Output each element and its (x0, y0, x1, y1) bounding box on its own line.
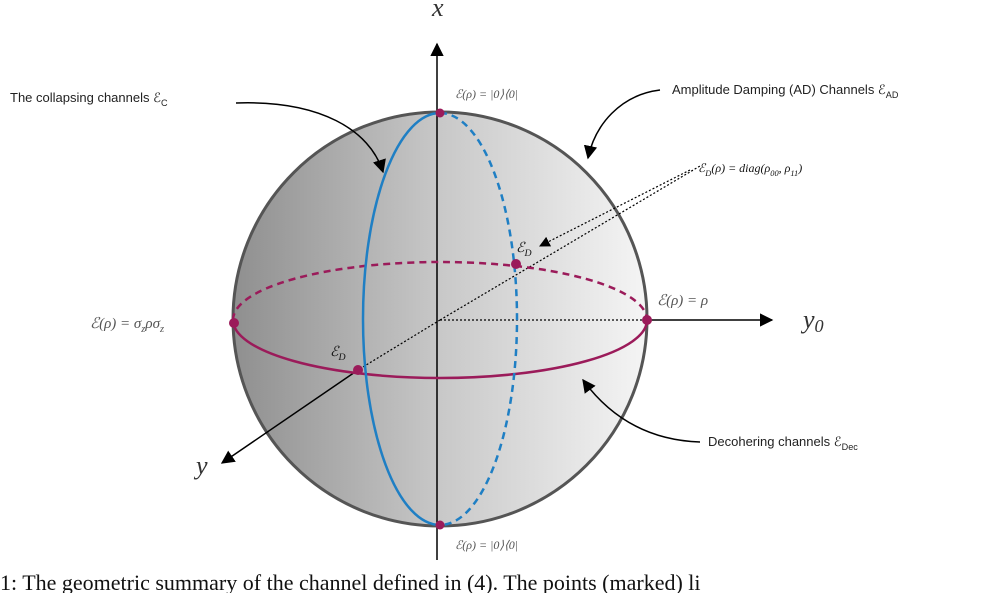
subscript: z (159, 324, 164, 335)
sphere (231, 110, 649, 528)
axis-y: y (193, 451, 208, 480)
equator-back (231, 260, 649, 321)
text-part: ℰ (330, 345, 340, 360)
text-part: ℰ(ρ) = σ (90, 316, 142, 332)
point-d-lower (353, 365, 363, 375)
text-part: ℰ(ρ) = |0⟩⟨0| (455, 538, 518, 552)
label-d-lower: ℰD (330, 345, 346, 363)
text-part: y (800, 305, 815, 334)
text-part: Decohering channels ℰ (708, 434, 842, 449)
text-part: ρσ (144, 316, 160, 332)
label-decohering: Decohering channels ℰDec (708, 434, 858, 452)
label-ad: Amplitude Damping (AD) Channels ℰAD (672, 82, 899, 100)
subscript: D (523, 248, 531, 259)
label-d-upper: ℰD (516, 241, 532, 259)
point-top (435, 108, 445, 118)
label-bottom: ℰ(ρ) = |0⟩⟨0| (455, 538, 518, 552)
subscript: AD (886, 90, 899, 100)
sphere-group (220, 42, 774, 560)
text-part: ℰ(ρ) = |0⟩⟨0| (455, 87, 518, 101)
point-left (229, 318, 239, 328)
subscript: z (140, 324, 145, 335)
subscript: Dec (842, 442, 859, 452)
arrow-collapsing (235, 102, 386, 174)
text-part: ) (797, 161, 802, 175)
arrow-diag (539, 169, 691, 247)
equator-front (231, 319, 649, 380)
point-right (642, 315, 652, 325)
subscript: 0 (815, 316, 824, 336)
label-top: ℰ(ρ) = |0⟩⟨0| (455, 87, 518, 101)
axis-y0: y0 (800, 305, 824, 336)
subscript: D (704, 169, 711, 178)
text-part: x (431, 0, 444, 22)
labels: x y y0 The collapsing channels ℰC Amplit… (0, 0, 899, 593)
text-part: y (193, 451, 208, 480)
text-part: (ρ) = diag(ρ (711, 161, 770, 175)
subscript: C (161, 98, 168, 108)
text-part: ℰ(ρ) = ρ (657, 293, 708, 309)
y-axis (220, 369, 359, 464)
label-right: ℰ(ρ) = ρ (657, 293, 708, 309)
meridian-front (361, 111, 441, 527)
label-diag: ℰD(ρ) = diag(ρ00, ρ11) (698, 161, 802, 178)
caption: 1: The geometric summary of the channel … (0, 570, 701, 593)
subscript: 11 (790, 169, 798, 178)
arrow-ad (583, 89, 661, 160)
text-part: , ρ (779, 161, 791, 175)
meridian-back (439, 111, 519, 527)
text-part: ℰ (698, 161, 707, 175)
point-bottom (435, 520, 445, 530)
point-d-upper (511, 259, 521, 269)
label-collapsing: The collapsing channels ℰC (10, 90, 168, 108)
label-left: ℰ(ρ) = σzρσz (90, 316, 164, 335)
subscript: D (337, 352, 345, 363)
text-part: Amplitude Damping (AD) Channels ℰ (672, 82, 886, 97)
subscript: 00 (770, 169, 779, 178)
axis-x: x (431, 0, 444, 22)
text-part: The collapsing channels ℰ (10, 90, 161, 105)
y-axis-inner (357, 319, 441, 371)
text-part: ℰ (516, 241, 526, 256)
arrow-decohering (582, 378, 701, 443)
